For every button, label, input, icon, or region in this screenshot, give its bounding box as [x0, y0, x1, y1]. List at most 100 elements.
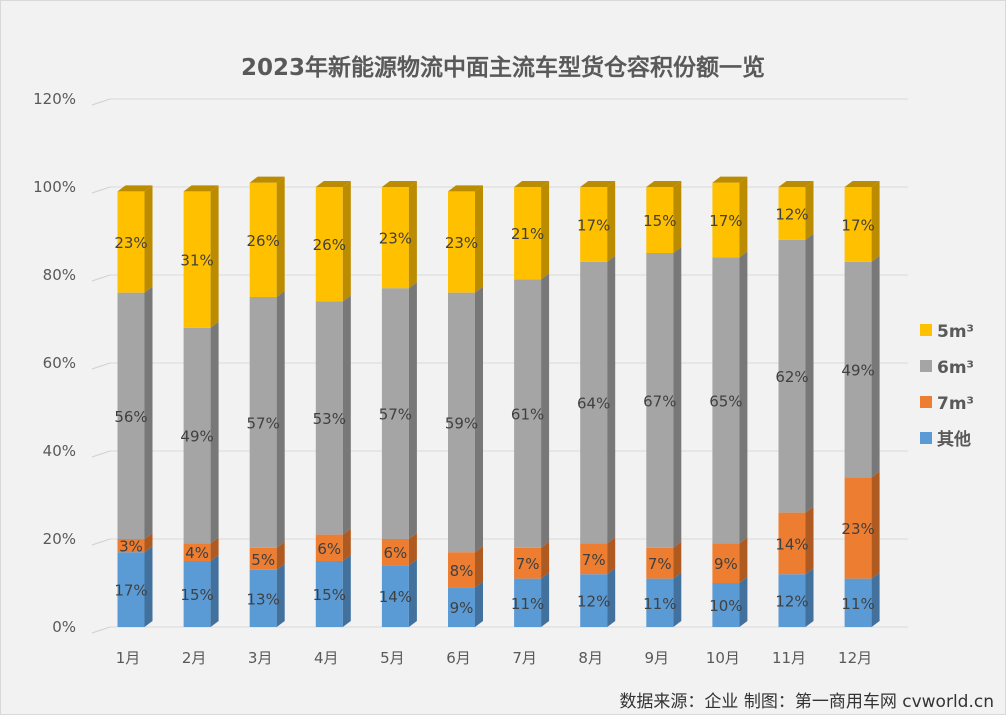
bar-stack: 12% 7% 64% 17% — [577, 181, 616, 627]
bar-segment — [315, 187, 343, 302]
bar-segment-side — [144, 533, 153, 553]
bar-segment — [778, 512, 806, 575]
bar-segment-side — [739, 577, 748, 627]
bar-segment — [712, 182, 740, 258]
gridline-diag — [91, 450, 111, 458]
bar-segment — [646, 578, 674, 627]
gridline-diag — [91, 626, 111, 634]
bar-top — [117, 185, 153, 192]
bar-segment — [778, 574, 806, 627]
legend-label: 7m³ — [937, 394, 974, 414]
bar-segment — [183, 561, 211, 627]
legend-label: 其他 — [937, 429, 971, 450]
bar-stack: 15% 4% 49% 31% — [180, 185, 219, 627]
bar-stack: 10% 9% 65% 17% — [709, 176, 748, 627]
bar-segment — [448, 292, 475, 553]
bar-top — [448, 185, 483, 192]
bar-segment-side — [408, 559, 417, 627]
data-label: 5% — [251, 551, 275, 569]
gridline-diag — [91, 362, 111, 370]
bar-top — [183, 185, 219, 192]
bar-stack: 15% 6% 53% 26% — [313, 181, 351, 627]
data-label: 12% — [775, 205, 808, 223]
bar-segment — [448, 191, 475, 293]
bar-segment-side — [607, 537, 616, 575]
bar-segment — [381, 565, 409, 627]
data-label: 62% — [775, 368, 808, 386]
bar-top — [514, 181, 550, 187]
bar-segment — [117, 552, 145, 627]
bar-top — [712, 176, 748, 183]
bar-stack: 11% 7% 61% 21% — [511, 181, 550, 627]
bar-segment-side — [276, 541, 285, 570]
bar-segment-side — [144, 185, 153, 293]
data-label: 31% — [180, 252, 213, 270]
bar-segment — [315, 301, 343, 535]
bar-segment — [712, 543, 740, 583]
bar-segment — [381, 539, 409, 566]
bar-segment — [183, 327, 211, 544]
data-label: 21% — [511, 225, 544, 243]
legend-label: 5m³ — [937, 322, 974, 342]
gridline-diag — [91, 274, 111, 282]
bar-segment-side — [805, 506, 814, 575]
bar-segment-side — [475, 185, 483, 293]
data-label: 7% — [582, 551, 606, 569]
bar-segment — [249, 547, 277, 570]
bar-segment — [117, 292, 145, 539]
bar-stack: 11% 23% 49% 17% — [841, 181, 880, 627]
bar-segment — [580, 187, 608, 262]
bar-segment-side — [210, 537, 219, 561]
bar-segment-side — [342, 528, 351, 561]
gridline-diag — [91, 186, 111, 194]
bar-segment — [249, 569, 277, 627]
bar-segment-side — [607, 568, 616, 627]
x-tick-label: 7月 — [512, 649, 537, 667]
bar-stack: 17% 3% 56% 23% — [114, 185, 153, 627]
data-label: 11% — [643, 595, 676, 613]
bar-segment-side — [144, 286, 153, 539]
bar-segment — [315, 561, 343, 627]
bar-segment-side — [607, 181, 616, 262]
bar-stack: 9% 8% 59% 23% — [445, 185, 483, 627]
bar-segment — [712, 583, 740, 627]
bar-segment-side — [541, 273, 550, 548]
bar-stack: 13% 5% 57% 26% — [247, 176, 285, 627]
data-label: 57% — [247, 414, 280, 432]
legend-swatch — [920, 432, 932, 444]
bar-segment — [646, 187, 674, 253]
data-label: 7% — [648, 555, 672, 573]
bar-segment — [646, 253, 674, 548]
bar-segment-side — [408, 181, 417, 289]
data-label: 4% — [185, 544, 209, 562]
bar-segment-side — [673, 247, 682, 548]
bar-segment — [580, 543, 608, 575]
gridline-diag — [91, 98, 111, 106]
bar-segment-side — [475, 546, 483, 588]
data-label: 6% — [384, 544, 408, 562]
bar-segment-side — [805, 568, 814, 627]
bar-segment-side — [475, 581, 483, 627]
bar-segment-side — [541, 541, 550, 579]
bar-stack: 12% 14% 62% 12% — [775, 181, 814, 627]
data-label: 61% — [511, 406, 544, 424]
bar-top — [646, 181, 682, 187]
bar-segment — [514, 279, 542, 548]
data-label: 15% — [643, 212, 676, 230]
bar-segment-side — [210, 321, 219, 544]
chart-title: 2023年新能源物流中面主流车型货仓容积份额一览 — [241, 54, 765, 81]
bar-segment — [514, 547, 542, 579]
x-tick-label: 1月 — [116, 649, 141, 667]
bar-segment-side — [342, 555, 351, 627]
bar-segment-side — [673, 181, 682, 253]
y-tick-label: 80% — [43, 266, 76, 284]
bar-segment-side — [739, 251, 748, 544]
data-label: 17% — [709, 212, 742, 230]
bar-segment — [712, 257, 740, 544]
data-label: 6% — [317, 540, 341, 558]
bar-segment — [778, 239, 806, 513]
bar-stack: 14% 6% 57% 23% — [379, 181, 417, 627]
data-label: 7% — [516, 555, 540, 573]
legend-swatch — [920, 396, 932, 408]
